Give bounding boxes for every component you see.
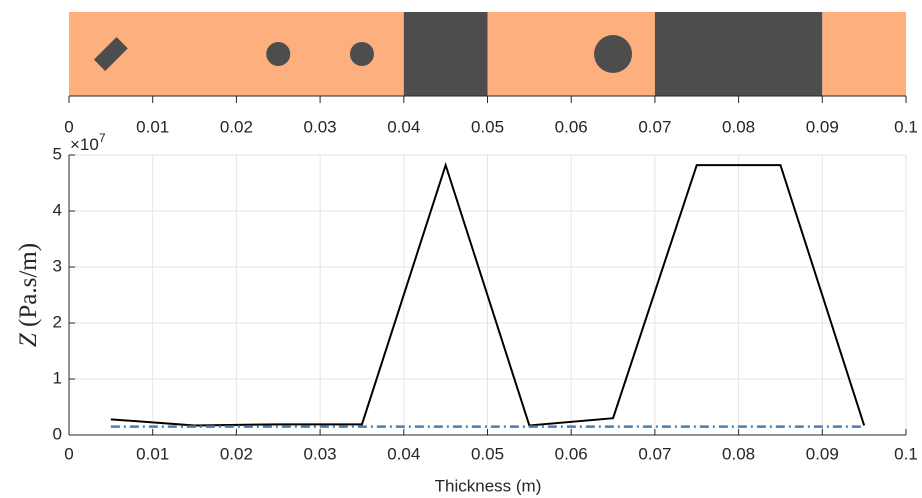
layer <box>403 12 488 96</box>
x-tick-label: 0.1 <box>894 444 918 463</box>
x-tick-label: 0.04 <box>387 444 420 463</box>
y-tick-label: 5 <box>53 144 62 163</box>
x-tick-label: 0.08 <box>722 117 755 136</box>
x-tick-label: 0.05 <box>471 444 504 463</box>
x-tick-label: 0.09 <box>806 117 839 136</box>
x-tick-label: 0.01 <box>136 117 169 136</box>
y-label-unit: (Pa.s/m) <box>15 243 42 327</box>
x-tick-label: 0.06 <box>555 117 588 136</box>
y-axis-label: Z (Pa.s/m) <box>15 243 42 347</box>
inclusion-circle <box>594 35 633 73</box>
x-tick-label: 0 <box>64 444 73 463</box>
x-tick-label: 0 <box>64 117 73 136</box>
x-axis-label: Thickness (m) <box>435 476 542 495</box>
y-tick-label: 3 <box>53 256 62 275</box>
layer <box>654 12 823 96</box>
layer <box>822 12 906 96</box>
x-tick-label: 0.02 <box>220 444 253 463</box>
x-tick-label: 0.07 <box>638 117 671 136</box>
layer <box>69 12 404 96</box>
x-tick-label: 0.01 <box>136 444 169 463</box>
x-tick-label: 0.02 <box>220 117 253 136</box>
y-tick-label: 4 <box>53 200 62 219</box>
x-tick-label: 0.09 <box>806 444 839 463</box>
y-tick-label: 2 <box>53 312 62 331</box>
x-tick-label: 0.05 <box>471 117 504 136</box>
series-line <box>110 161 866 427</box>
inclusion-diamond <box>93 37 128 71</box>
x-tick-label: 0.06 <box>555 444 588 463</box>
inclusion-circle <box>266 42 291 66</box>
x-tick-label: 0.03 <box>304 444 337 463</box>
y-multiplier: ×107 <box>70 131 106 154</box>
x-tick-label: 0.07 <box>638 444 671 463</box>
x-tick-label: 0.03 <box>304 117 337 136</box>
x-tick-label: 0.08 <box>722 444 755 463</box>
y-tick-label: 1 <box>53 368 62 387</box>
x-tick-label: 0.1 <box>894 117 918 136</box>
inclusion-circle <box>349 42 374 66</box>
x-tick-label: 0.04 <box>387 117 420 136</box>
y-label-symbol: Z <box>15 332 42 347</box>
y-multiplier-exp: 7 <box>99 131 106 145</box>
y-tick-label: 0 <box>53 424 62 443</box>
y-multiplier-base: ×10 <box>70 135 99 154</box>
